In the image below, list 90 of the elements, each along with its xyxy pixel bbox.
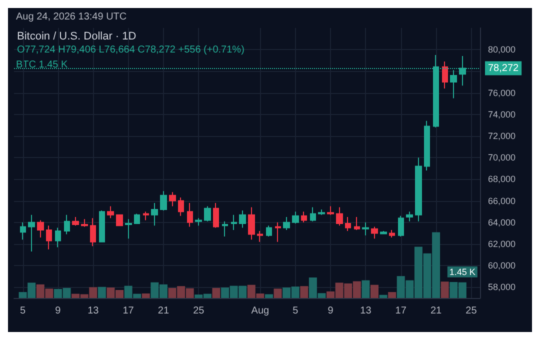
candlestick xyxy=(442,60,448,89)
bar xyxy=(379,294,388,298)
text: Aug 24, 2026 13:49 UTC xyxy=(16,12,127,22)
candlestick xyxy=(55,227,61,248)
candlestick xyxy=(362,222,369,236)
x-tick-label: 13 xyxy=(88,306,100,316)
bar xyxy=(142,293,150,298)
candlestick xyxy=(398,215,404,237)
x-tick-label: Aug xyxy=(251,306,270,316)
y-tick-label: 80,000 xyxy=(488,44,516,55)
bar xyxy=(98,286,106,298)
x-tick-label: 17 xyxy=(122,306,134,316)
candlestick xyxy=(90,218,96,247)
y-tick-label: 66,000 xyxy=(488,196,516,206)
candlestick xyxy=(143,211,149,221)
candlestick xyxy=(380,230,387,235)
candlestick xyxy=(125,218,132,240)
y-tick-label: 72,000 xyxy=(488,131,516,141)
candlestick xyxy=(231,214,237,230)
x-tick-label: 5 xyxy=(292,306,299,316)
candlestick xyxy=(64,214,70,235)
candlestick xyxy=(248,206,255,240)
candlestick xyxy=(222,220,228,237)
bar xyxy=(440,282,449,298)
candlestick xyxy=(266,225,272,237)
candlestick xyxy=(318,208,325,216)
bar xyxy=(264,294,273,298)
candlestick xyxy=(187,202,193,228)
candlestick xyxy=(354,216,360,230)
candlestick xyxy=(134,213,140,224)
candlestick xyxy=(415,157,422,222)
candlestick xyxy=(275,222,281,242)
candlestick xyxy=(450,70,457,99)
chart-title: Bitcoin / U.S. Dollar · 1D xyxy=(17,30,136,42)
candlestick xyxy=(46,225,52,250)
x-tick-label: 9 xyxy=(328,306,334,316)
candlestick xyxy=(204,206,211,222)
candlestick xyxy=(160,190,167,212)
candlestick xyxy=(213,202,219,228)
candlestick xyxy=(257,230,263,242)
candlestick xyxy=(28,214,35,252)
annotation: BTC 1.45 K xyxy=(16,60,68,70)
x-tick-label: 9 xyxy=(55,306,62,316)
y-tick-label: 76,000 xyxy=(488,88,516,98)
candlestick xyxy=(195,218,202,226)
candlestick xyxy=(292,211,299,224)
text: O77,724 H79,406 L76,664 C78,272 +556 (+0.71%) xyxy=(17,44,244,56)
candlestick xyxy=(283,216,290,230)
candlestick xyxy=(99,210,105,242)
candlestick xyxy=(239,210,246,228)
x-tick-label: 5 xyxy=(20,306,26,316)
candlestick xyxy=(178,197,184,216)
y-tick-label: 74,000 xyxy=(488,109,516,120)
candlestick xyxy=(107,206,114,219)
candlestick xyxy=(116,214,123,226)
bar xyxy=(388,292,396,298)
y-tick-label: 60,000 xyxy=(488,260,516,271)
candlestick xyxy=(371,226,378,240)
candlestick xyxy=(169,192,176,207)
candlestick xyxy=(81,218,88,228)
y-tick-label: 58,000 xyxy=(488,282,516,292)
x-tick-label: 17 xyxy=(395,306,407,316)
candlestick xyxy=(20,222,26,240)
y-tick-label: 62,000 xyxy=(488,239,516,249)
x-tick-label: 21 xyxy=(158,306,170,316)
data-label: 1.45 K xyxy=(449,266,476,277)
candlestick xyxy=(151,202,158,226)
candlestick xyxy=(327,206,334,216)
x-tick-label: 25 xyxy=(466,306,478,316)
ref-line-label: 78,272 xyxy=(488,62,520,74)
y-tick-label: 70,000 xyxy=(488,152,516,163)
bar xyxy=(362,280,370,298)
bar xyxy=(300,286,308,298)
candlestick xyxy=(72,216,79,226)
x-tick-label: 21 xyxy=(430,306,442,316)
x-tick-label: 25 xyxy=(193,306,205,316)
bar xyxy=(212,288,220,298)
y-tick-label: 68,000 xyxy=(488,174,516,184)
candlestick xyxy=(389,229,395,238)
candlestick xyxy=(301,211,307,223)
candlestick xyxy=(345,216,351,232)
candlestick xyxy=(310,206,316,222)
bar xyxy=(274,288,282,298)
candlestick xyxy=(336,206,343,226)
candlestick xyxy=(37,220,44,238)
x-tick-label: 13 xyxy=(360,306,372,316)
candlestick xyxy=(424,120,430,172)
candlestick xyxy=(406,211,413,222)
bar xyxy=(370,284,378,298)
y-tick-label: 64,000 xyxy=(488,217,516,228)
